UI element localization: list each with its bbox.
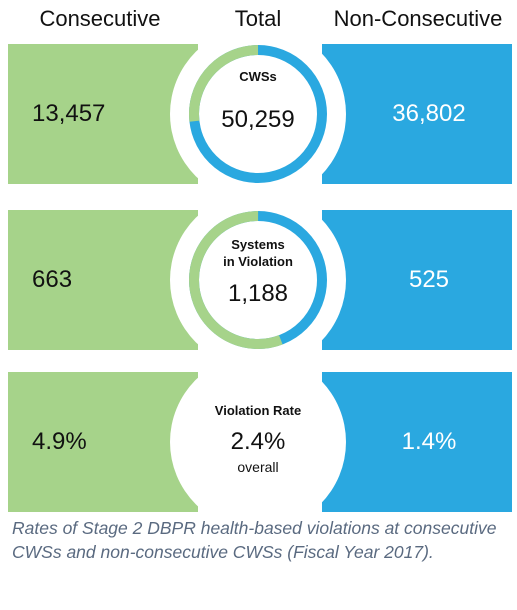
- header-consecutive: Consecutive: [39, 6, 161, 31]
- cws-consecutive-value: 13,457: [32, 100, 106, 127]
- violations-consecutive-panel: 663: [8, 210, 198, 350]
- violations-label-line1: Systems: [231, 237, 285, 252]
- cws-non-consecutive-value: 36,802: [392, 100, 466, 127]
- rate-non-consecutive-panel: 1.4%: [322, 372, 512, 512]
- violations-non-consecutive-panel: 525: [322, 210, 512, 350]
- cws-consecutive-panel: 13,457: [8, 44, 198, 184]
- header-total: Total: [234, 6, 282, 31]
- cws-total-value: 50,259: [221, 106, 295, 133]
- cws-label: CWSs: [239, 69, 277, 84]
- violations-total-value: 1,188: [227, 280, 289, 307]
- rate-label: Violation Rate: [214, 403, 302, 418]
- violations-non-consecutive-value: 525: [408, 266, 450, 293]
- rate-consecutive-panel: 4.9%: [8, 372, 198, 512]
- violations-consecutive-value: 663: [32, 266, 73, 293]
- violations-label-line2: in Violation: [223, 254, 293, 269]
- header-non-consecutive: Non-Consecutive: [333, 6, 503, 31]
- caption: Rates of Stage 2 DBPR health-based viola…: [12, 518, 497, 562]
- rate-non-consecutive-value: 1.4%: [401, 428, 457, 455]
- rate-total-value: 2.4%: [230, 428, 286, 455]
- cws-non-consecutive-panel: 36,802: [322, 44, 512, 184]
- rate-consecutive-value: 4.9%: [32, 428, 87, 455]
- rate-total-note: overall: [237, 459, 279, 475]
